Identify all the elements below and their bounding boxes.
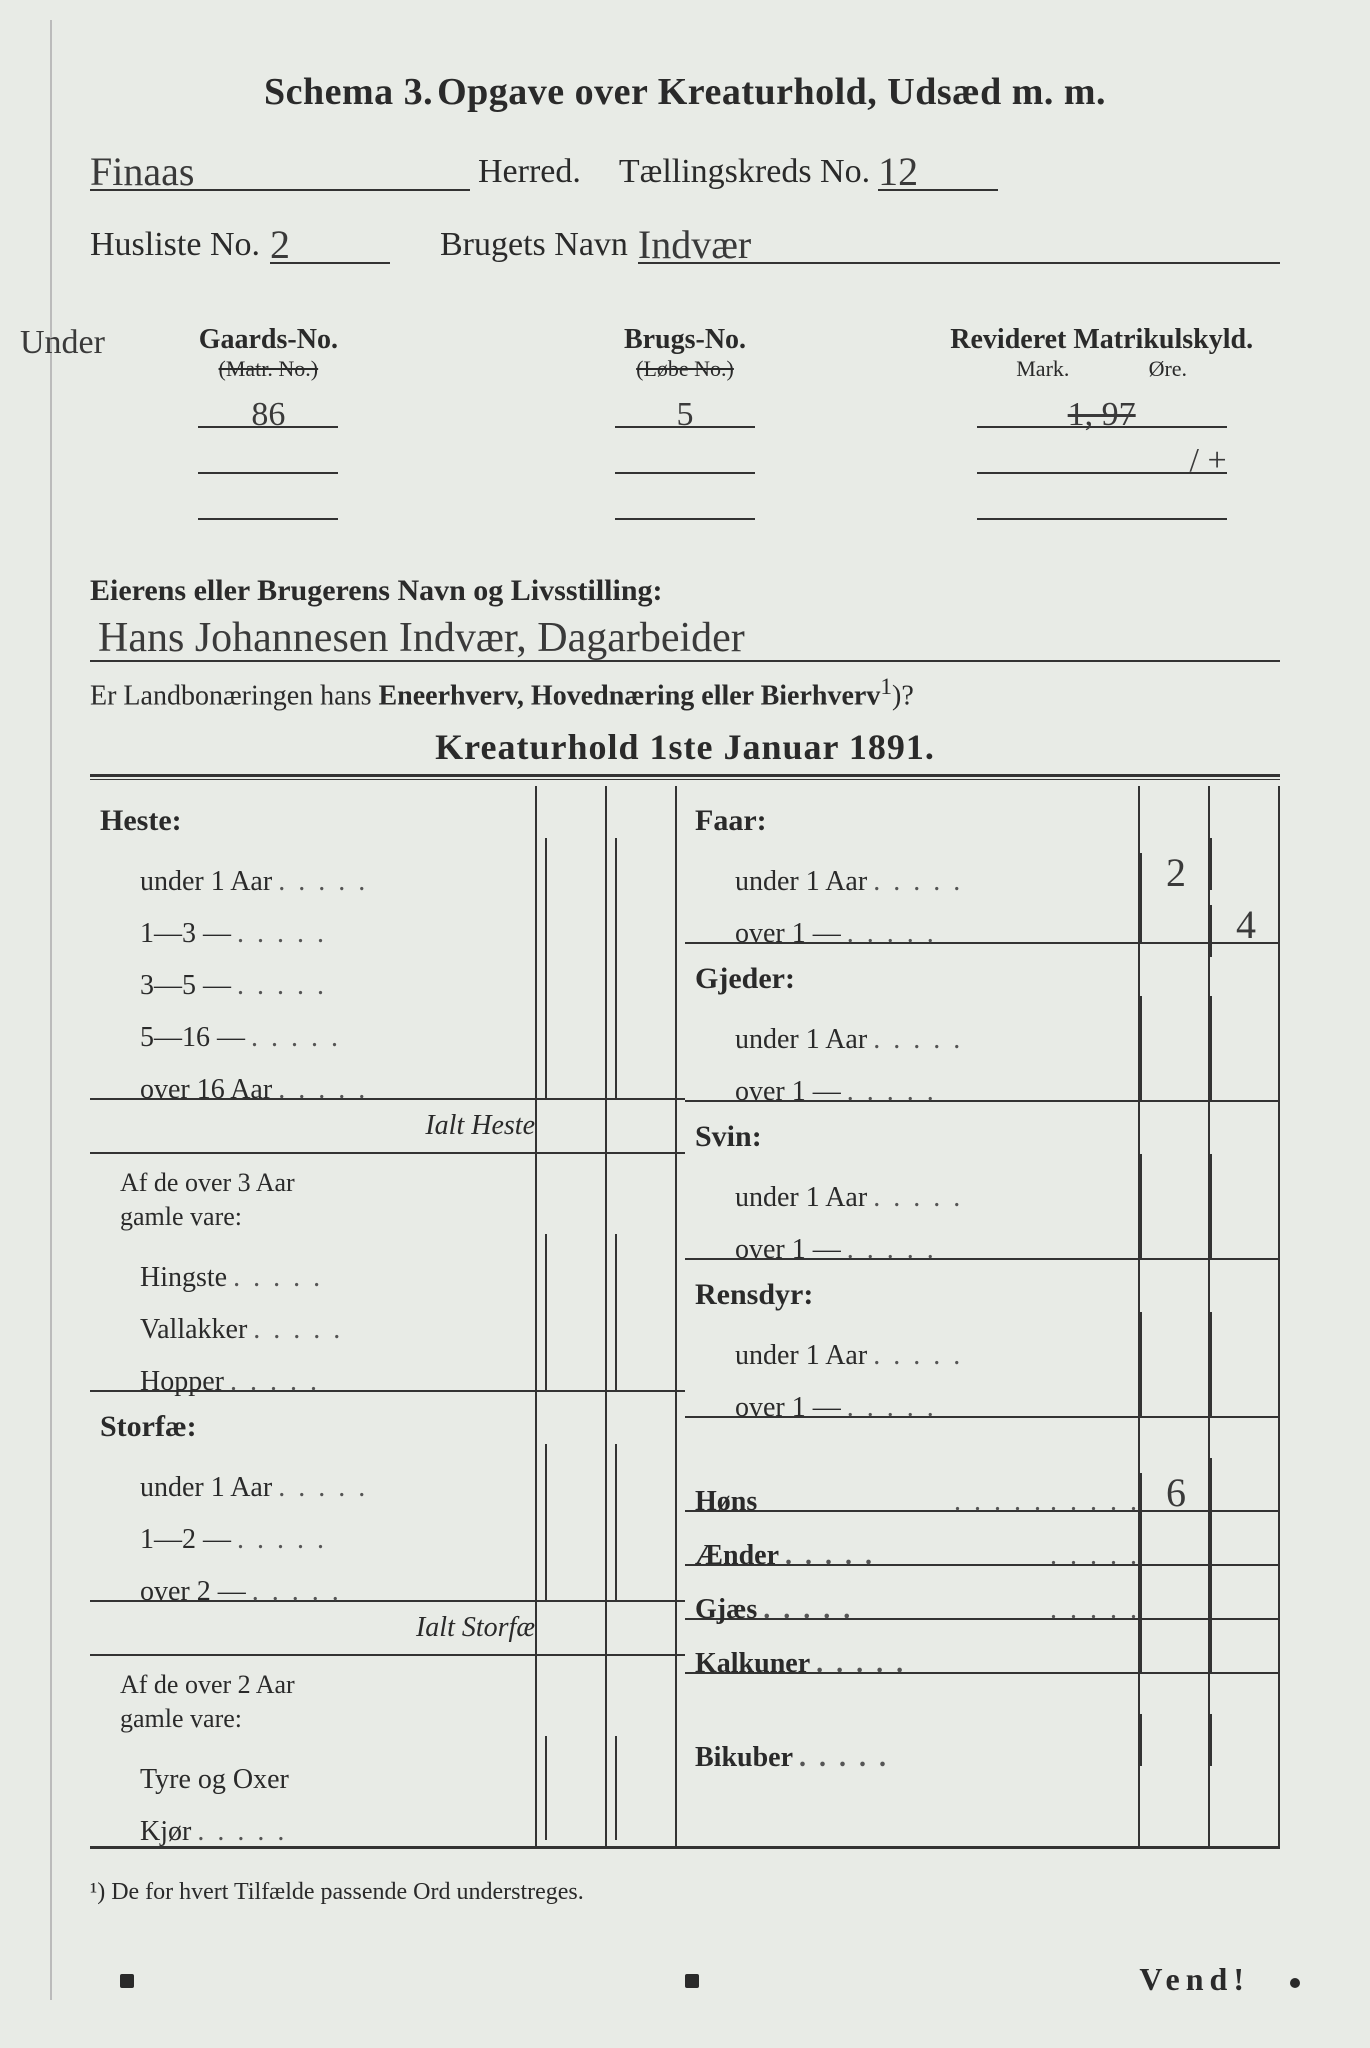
title-text: Opgave over Kreaturhold, Udsæd m. m. bbox=[437, 71, 1106, 113]
gaards-col: Gaards-No. (Matr. No.) 86 bbox=[90, 324, 447, 524]
revideret-col: Revideret Matrikulskyld. Mark. Øre. 1, 9… bbox=[923, 324, 1280, 524]
heste-r2: 1—3 — bbox=[90, 890, 685, 942]
rensdyr-title: Rensdyr: bbox=[685, 1278, 1280, 1312]
vallakker-row: Vallakker bbox=[90, 1286, 685, 1338]
rensdyr-r1: under 1 Aar bbox=[685, 1312, 1280, 1364]
tyre-row: Tyre og Oxer bbox=[90, 1736, 685, 1788]
gjeder-r1: under 1 Aar bbox=[685, 996, 1280, 1048]
brugs-col: Brugs-No. (Løbe No.) 5 bbox=[507, 324, 864, 524]
rule-thick bbox=[90, 774, 1280, 777]
registry-block: Under Gaards-No. (Matr. No.) 86 Brugs-No… bbox=[90, 324, 1280, 524]
brugs-v2 bbox=[615, 432, 755, 474]
hons-row: Høns 6 bbox=[685, 1458, 1280, 1510]
rev-subhead: Mark. Øre. bbox=[977, 356, 1227, 382]
herred-value: Finaas bbox=[90, 149, 194, 194]
rev-mark-label: Mark. bbox=[1016, 356, 1069, 382]
gjeder-r2: over 1 — bbox=[685, 1048, 1280, 1100]
storfae-r3: over 2 — bbox=[90, 1548, 685, 1600]
rev-v2: / + bbox=[977, 432, 1227, 474]
footnote: ¹) De for hvert Tilfælde passende Ord un… bbox=[90, 1879, 1280, 1906]
gaards-head: Gaards-No. bbox=[90, 324, 447, 356]
rule-thin bbox=[90, 779, 1280, 780]
punch-mark-left bbox=[120, 1974, 134, 1988]
heste-r5: over 16 Aar bbox=[90, 1046, 685, 1098]
gaards-v3 bbox=[198, 478, 338, 520]
punch-mark-center bbox=[685, 1974, 699, 1988]
gjeder-title: Gjeder: bbox=[685, 962, 1280, 996]
margin-note: Under bbox=[20, 324, 105, 362]
husliste-line: Husliste No. 2 Brugets Navn Indvær bbox=[90, 215, 1280, 264]
gaards-sub: (Matr. No.) bbox=[90, 356, 447, 382]
hons-value: 6 bbox=[1166, 1470, 1186, 1515]
herred-line: Finaas Herred. Tællingskreds No. 12 bbox=[90, 142, 1280, 191]
rev-head: Revideret Matrikulskyld. bbox=[923, 324, 1280, 356]
heste-r4: 5—16 — bbox=[90, 994, 685, 1046]
storfae-r2: 1—2 — bbox=[90, 1496, 685, 1548]
owner-value: Hans Johannesen Indvær, Dagarbeider bbox=[90, 615, 745, 661]
svin-r2: over 1 — bbox=[685, 1206, 1280, 1258]
rensdyr-r2: over 1 — bbox=[685, 1364, 1280, 1416]
herred-label: Herred. bbox=[478, 153, 581, 191]
brugets-label: Brugets Navn bbox=[440, 226, 628, 264]
brugs-v3 bbox=[615, 478, 755, 520]
faar-r1-value: 2 bbox=[1166, 850, 1186, 895]
vend-label: Vend! bbox=[1139, 1961, 1250, 1998]
herred-field: Finaas bbox=[90, 142, 470, 191]
left-column: Heste: under 1 Aar 1—3 — 3—5 — 5—16 — ov… bbox=[90, 786, 685, 1846]
kreaturhold-title: Kreaturhold 1ste Januar 1891. bbox=[90, 726, 1280, 768]
svin-title: Svin: bbox=[685, 1120, 1280, 1154]
taelling-value: 12 bbox=[878, 149, 918, 194]
punch-mark-right bbox=[1290, 1978, 1300, 1988]
aender-row: Ænder bbox=[685, 1512, 1280, 1564]
owner-field: Hans Johannesen Indvær, Dagarbeider bbox=[90, 612, 1280, 662]
right-column: Faar: under 1 Aar 2 over 1 — 4 Gjeder: u… bbox=[685, 786, 1280, 1846]
document-page: Schema 3. Opgave over Kreaturhold, Udsæd… bbox=[0, 0, 1370, 2048]
taelling-label: Tællingskreds No. bbox=[619, 153, 870, 191]
storfae-div2 bbox=[90, 1654, 685, 1656]
livestock-table: Heste: under 1 Aar 1—3 — 3—5 — 5—16 — ov… bbox=[90, 786, 1280, 1846]
heste-r1: under 1 Aar bbox=[90, 838, 685, 890]
storfae-title: Storfæ: bbox=[90, 1410, 685, 1444]
heste-r3: 3—5 — bbox=[90, 942, 685, 994]
rev-v1: 1, 97 bbox=[977, 386, 1227, 428]
bikuber-row: Bikuber bbox=[685, 1714, 1280, 1766]
owner-block: Eierens eller Brugerens Navn og Livsstil… bbox=[90, 574, 1280, 712]
husliste-field: 2 bbox=[270, 215, 390, 264]
faar-title: Faar: bbox=[685, 804, 1280, 838]
schema-number: Schema 3. bbox=[264, 71, 433, 113]
rev-v3 bbox=[977, 478, 1227, 520]
brugs-v1: 5 bbox=[615, 386, 755, 428]
heste-title: Heste: bbox=[90, 804, 685, 838]
brugs-sub: (Løbe No.) bbox=[507, 356, 864, 382]
hopper-row: Hopper bbox=[90, 1338, 685, 1390]
gaards-v2 bbox=[198, 432, 338, 474]
owner-label: Eierens eller Brugerens Navn og Livsstil… bbox=[90, 574, 1280, 608]
brugets-value: Indvær bbox=[638, 222, 751, 267]
husliste-label: Husliste No. bbox=[90, 226, 260, 264]
hingste-row: Hingste bbox=[90, 1234, 685, 1286]
storfae-total: Ialt Storfæ bbox=[90, 1602, 685, 1654]
brugets-field: Indvær bbox=[638, 215, 1280, 264]
heste-total: Ialt Heste bbox=[90, 1100, 685, 1152]
gaards-v1: 86 bbox=[198, 386, 338, 428]
storfae-sub-intro: Af de over 2 Aar gamle vare: bbox=[90, 1668, 685, 1736]
faar-r1: under 1 Aar 2 bbox=[685, 838, 1280, 890]
title-line: Schema 3. Opgave over Kreaturhold, Udsæd… bbox=[90, 70, 1280, 114]
gjaes-row: Gjæs bbox=[685, 1566, 1280, 1618]
occupation-question: Er Landbonæringen hans Eneerhverv, Hoved… bbox=[90, 674, 1280, 712]
heste-sub-intro: Af de over 3 Aar gamle vare: bbox=[90, 1166, 685, 1234]
faar-r2-value: 4 bbox=[1236, 902, 1256, 947]
rev-ore-label: Øre. bbox=[1149, 356, 1187, 382]
storfae-r1: under 1 Aar bbox=[90, 1444, 685, 1496]
brugs-head: Brugs-No. bbox=[507, 324, 864, 356]
heste-div2 bbox=[90, 1152, 685, 1154]
kalkuner-row: Kalkuner bbox=[685, 1620, 1280, 1672]
taelling-field: 12 bbox=[878, 142, 998, 191]
kjor-row: Kjør bbox=[90, 1788, 685, 1840]
husliste-value: 2 bbox=[270, 222, 290, 267]
svin-r1: under 1 Aar bbox=[685, 1154, 1280, 1206]
faar-r2: over 1 — 4 bbox=[685, 890, 1280, 942]
